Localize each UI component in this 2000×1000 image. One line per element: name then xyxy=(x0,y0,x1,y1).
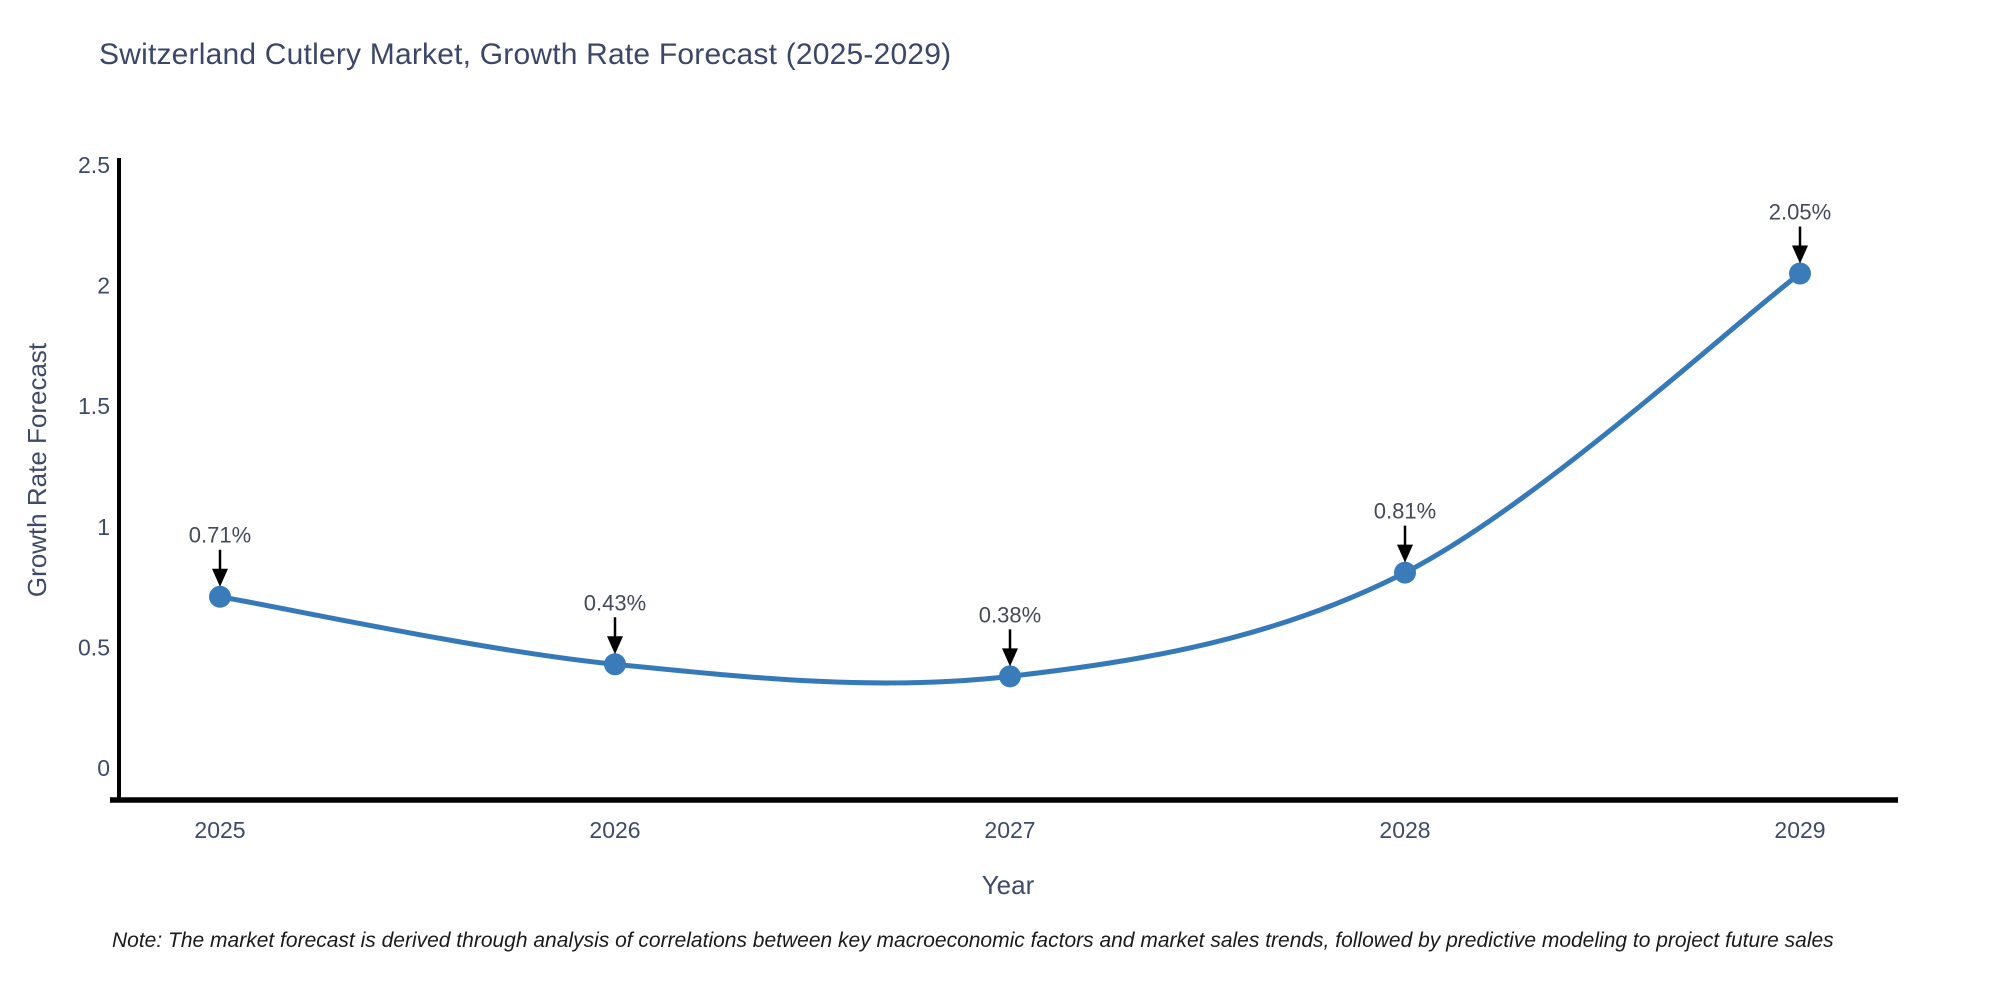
annotation-arrow-head xyxy=(1397,544,1413,563)
annotation-arrow-head xyxy=(1792,245,1808,264)
y-tick-label: 1 xyxy=(97,514,110,540)
y-axis-title: Growth Rate Forecast xyxy=(22,342,52,597)
annotation-arrow-head xyxy=(607,636,623,655)
y-tick-label: 1.5 xyxy=(78,393,110,419)
data-point-label: 2.05% xyxy=(1769,200,1831,225)
x-tick-label: 2027 xyxy=(984,817,1035,843)
data-point-label: 0.71% xyxy=(189,523,251,548)
y-tick-label: 2.5 xyxy=(78,152,110,178)
footnote-text: Note: The market forecast is derived thr… xyxy=(112,929,1834,952)
x-tick-label: 2029 xyxy=(1774,817,1825,843)
y-tick-label: 0 xyxy=(97,755,110,781)
x-tick-label: 2026 xyxy=(589,817,640,843)
chart-title: Switzerland Cutlery Market, Growth Rate … xyxy=(99,38,952,71)
data-point-marker xyxy=(209,585,231,608)
data-point-label: 0.38% xyxy=(979,602,1041,627)
y-tick-label: 2 xyxy=(97,273,110,299)
x-tick-label: 2028 xyxy=(1379,817,1430,843)
data-point-label: 0.81% xyxy=(1374,499,1436,524)
x-tick-label: 2025 xyxy=(194,817,245,843)
x-axis-title: Year xyxy=(982,870,1035,900)
data-point-marker xyxy=(999,665,1021,688)
annotation-arrow-head xyxy=(1002,648,1018,667)
y-tick-label: 0.5 xyxy=(78,634,110,660)
data-point-marker xyxy=(1394,561,1416,584)
data-point-marker xyxy=(1789,262,1811,285)
data-point-marker xyxy=(604,653,626,676)
data-point-label: 0.43% xyxy=(584,590,646,615)
annotation-arrow-head xyxy=(212,568,228,587)
